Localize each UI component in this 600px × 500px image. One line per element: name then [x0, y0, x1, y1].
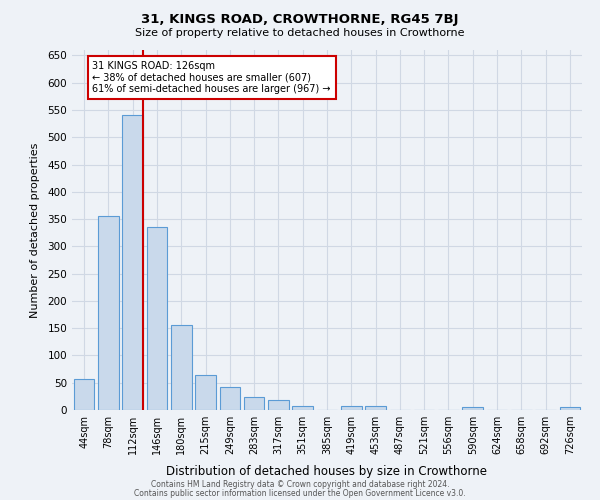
Text: 31 KINGS ROAD: 126sqm
← 38% of detached houses are smaller (607)
61% of semi-det: 31 KINGS ROAD: 126sqm ← 38% of detached … — [92, 61, 331, 94]
Bar — [341, 406, 362, 410]
Text: Contains public sector information licensed under the Open Government Licence v3: Contains public sector information licen… — [134, 488, 466, 498]
Text: 31, KINGS ROAD, CROWTHORNE, RG45 7BJ: 31, KINGS ROAD, CROWTHORNE, RG45 7BJ — [141, 12, 459, 26]
Y-axis label: Number of detached properties: Number of detached properties — [31, 142, 40, 318]
X-axis label: Distribution of detached houses by size in Crowthorne: Distribution of detached houses by size … — [167, 466, 487, 478]
Text: Contains HM Land Registry data © Crown copyright and database right 2024.: Contains HM Land Registry data © Crown c… — [151, 480, 449, 489]
Bar — [146, 228, 167, 410]
Bar — [244, 398, 265, 410]
Text: Size of property relative to detached houses in Crowthorne: Size of property relative to detached ho… — [135, 28, 465, 38]
Bar — [220, 387, 240, 410]
Bar — [171, 326, 191, 410]
Bar — [74, 379, 94, 410]
Bar — [122, 116, 143, 410]
Bar — [268, 400, 289, 410]
Bar — [365, 406, 386, 410]
Bar — [463, 408, 483, 410]
Bar — [195, 374, 216, 410]
Bar — [292, 406, 313, 410]
Bar — [98, 216, 119, 410]
Bar — [560, 408, 580, 410]
